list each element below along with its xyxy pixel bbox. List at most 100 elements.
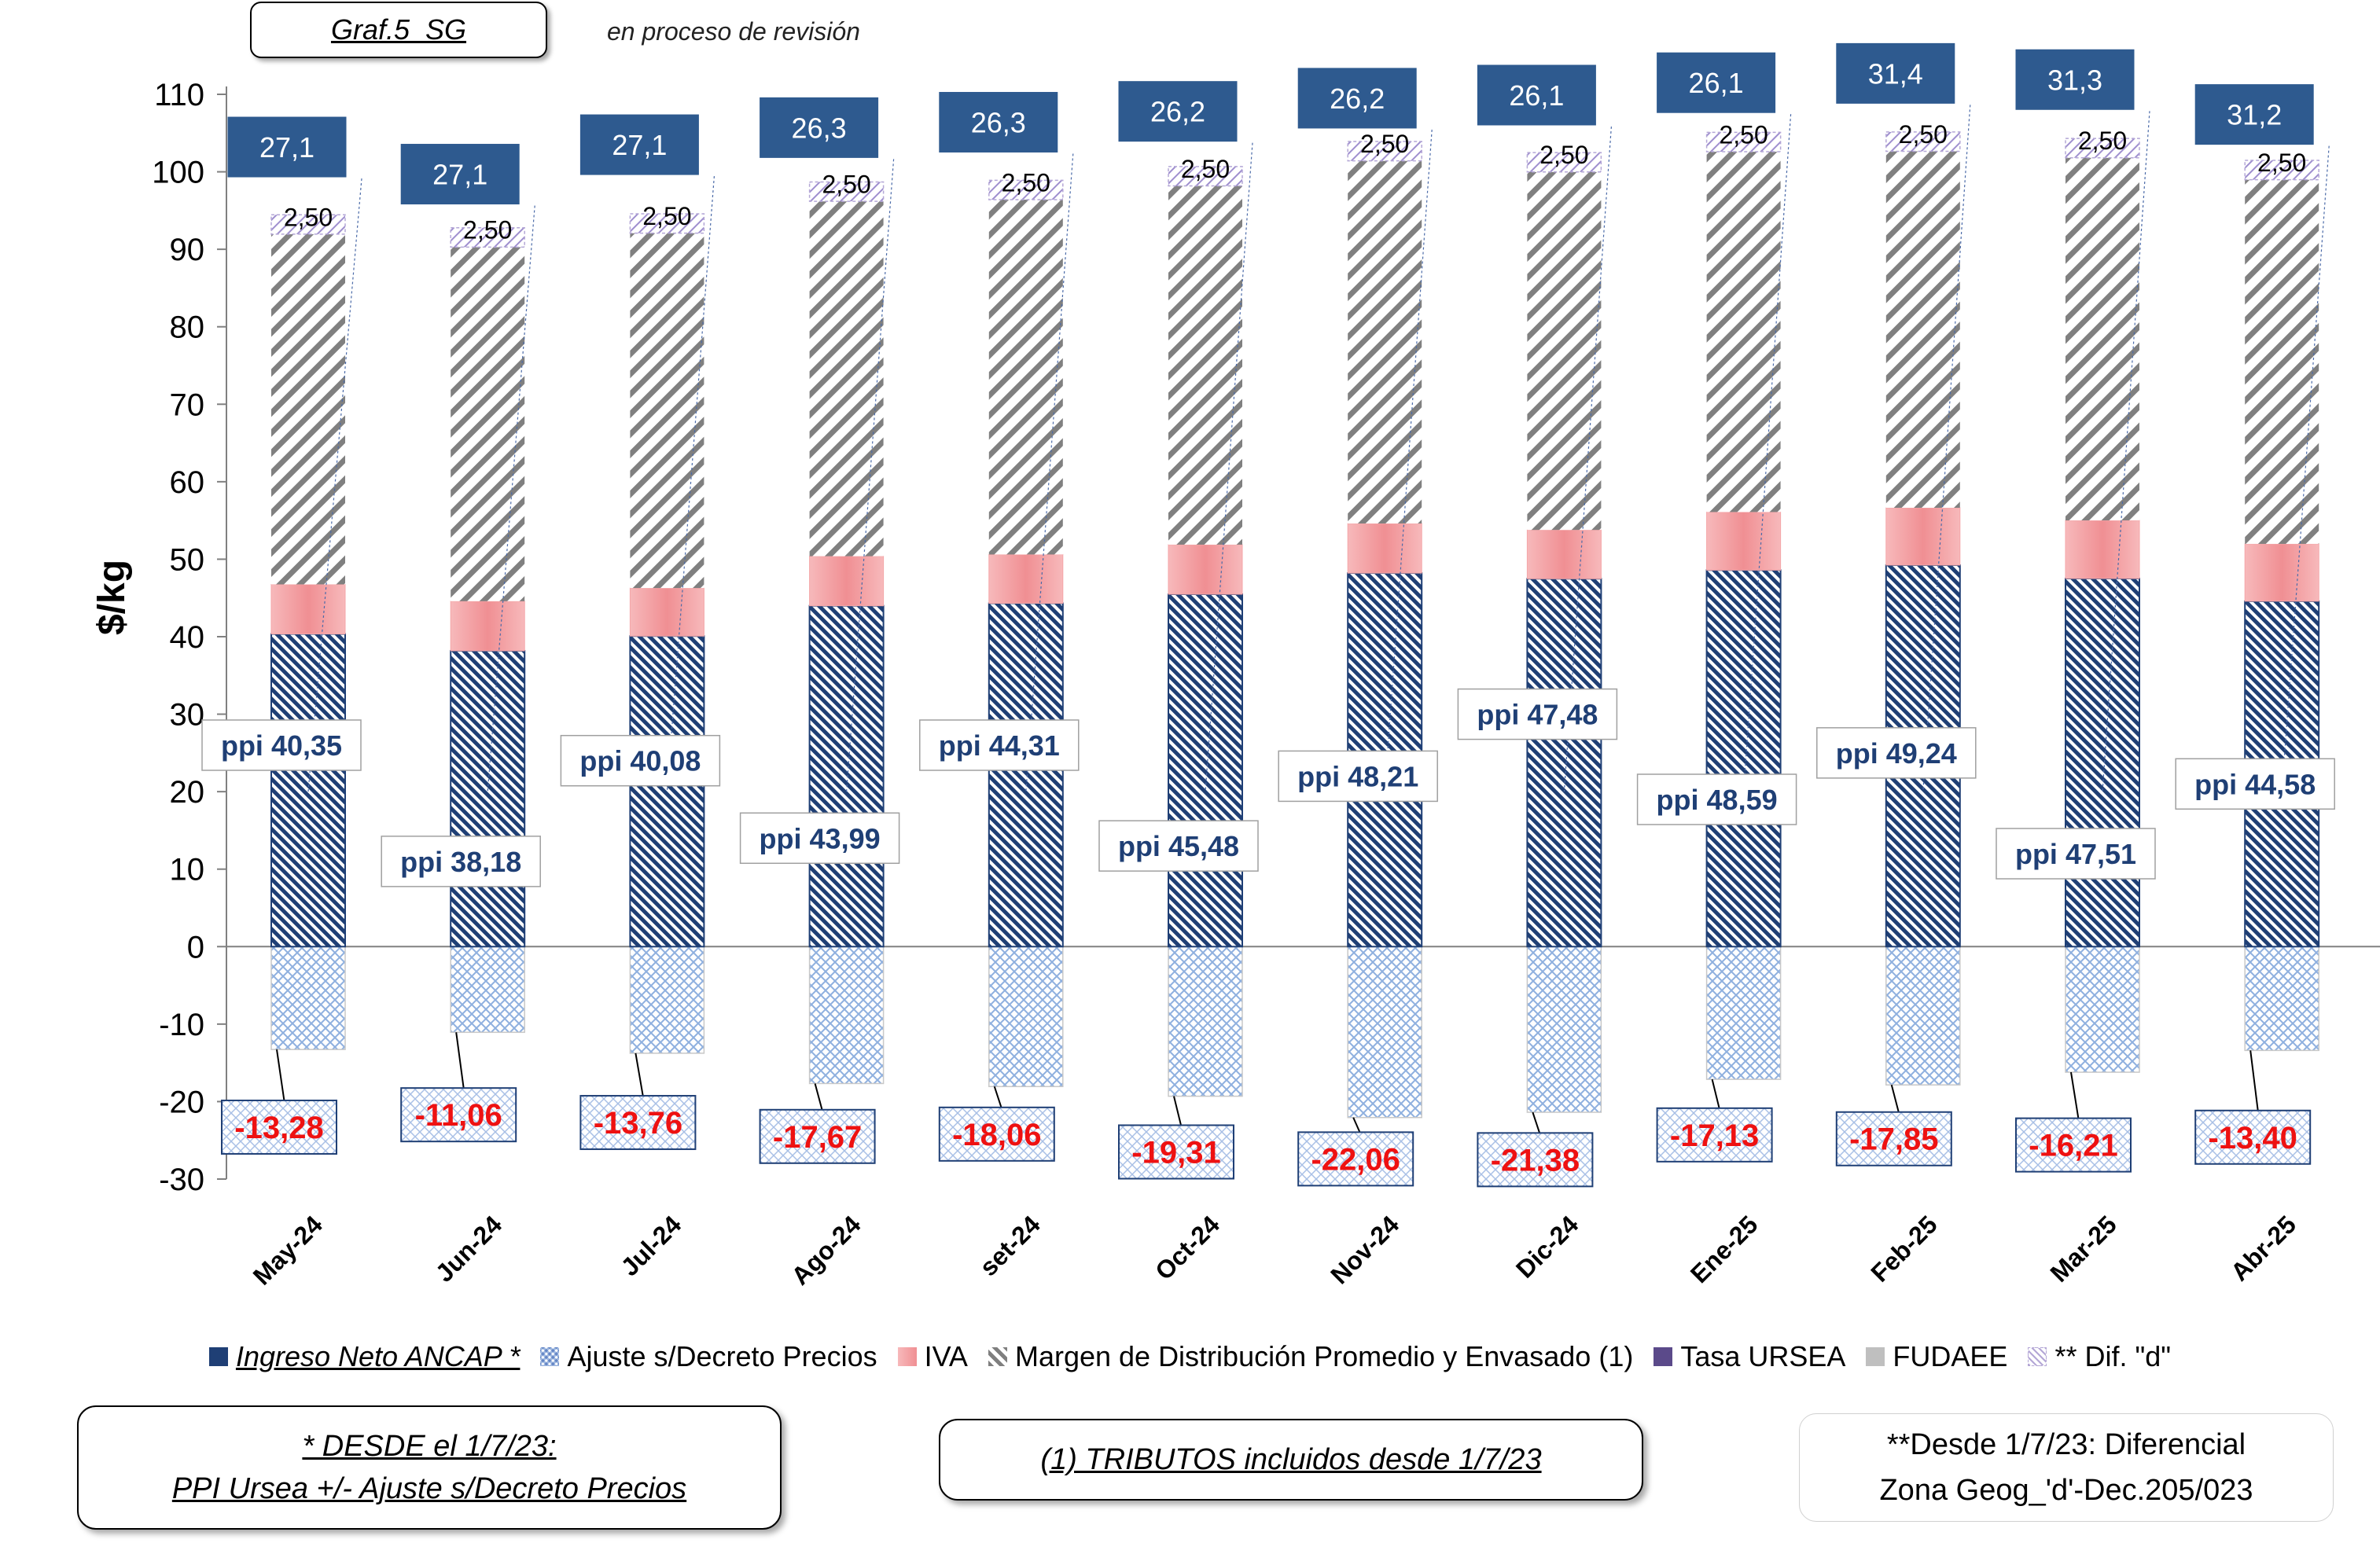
adjust-label: -13,76 [594, 1106, 682, 1141]
y-tick-label: 110 [154, 78, 204, 112]
legend-label: Tasa URSEA [1680, 1340, 1846, 1372]
adjust-label-box [759, 1108, 876, 1164]
adjust-label-leader [1711, 1078, 1721, 1112]
bar-iva [270, 583, 346, 635]
bar-margen [1168, 186, 1242, 545]
adjust-label-box [2015, 1117, 2132, 1173]
y-tick-label: 40 [170, 620, 205, 655]
ppi-label-box [1636, 773, 1797, 825]
legend-swatch [208, 1347, 228, 1366]
note-tributos: (1) TRIBUTOS incluidos desde 1/7/23 [939, 1419, 1643, 1501]
total-label-box [1297, 68, 1417, 129]
adjust-label: -17,13 [1670, 1119, 1759, 1153]
total-label: 26,2 [1330, 83, 1385, 115]
legend-item: FUDAEE [1866, 1340, 2007, 1373]
adjust-label-box [221, 1099, 337, 1155]
y-tick-label: 70 [170, 388, 205, 422]
dif-d-label: 2,50 [1899, 120, 1948, 149]
x-tick-label: Ene-25 [1685, 1210, 1764, 1288]
top-label-leader [487, 205, 535, 792]
x-tick-label: Mar-25 [2045, 1210, 2122, 1287]
total-label: 31,2 [2227, 99, 2282, 131]
ppi-label: ppi 44,31 [939, 729, 1060, 762]
legend-swatch [988, 1347, 1007, 1366]
note-desde-line1: * DESDE el 1/7/23: [302, 1430, 557, 1463]
adjust-label: -19,31 [1131, 1136, 1220, 1170]
dif-d-label: 2,50 [642, 202, 691, 230]
bar-ajuste [1347, 946, 1422, 1119]
adjust-label-box [1835, 1111, 1952, 1166]
note-desde: * DESDE el 1/7/23: PPI Ursea +/- Ajuste … [77, 1405, 782, 1530]
adjust-label: -13,40 [2208, 1121, 2297, 1155]
y-tick-label: -20 [159, 1085, 204, 1119]
total-label: 26,1 [1509, 79, 1564, 112]
legend-swatch [540, 1347, 560, 1366]
bar-ajuste [808, 946, 885, 1085]
note-tributos-text: (1) TRIBUTOS incluidos desde 1/7/23 [1040, 1443, 1542, 1476]
total-label-box [400, 144, 520, 205]
dif-d-label: 2,50 [1539, 141, 1588, 169]
bar-dif-d [1526, 152, 1602, 173]
ppi-label-box [739, 812, 900, 865]
note-diferencial-line2: Zona Geog_'d'-Dec.205/023 [1879, 1474, 2253, 1507]
bar-iva [629, 587, 704, 637]
ppi-label-box [1278, 750, 1438, 803]
adjust-label-leader [1173, 1096, 1183, 1129]
total-label-box [939, 91, 1058, 152]
total-label-box [760, 97, 879, 158]
ppi-label: ppi 38,18 [400, 846, 521, 878]
top-label-leader [2281, 145, 2330, 792]
chart-title: Graf.5_SG [330, 13, 467, 46]
ppi-label: ppi 44,58 [2194, 768, 2316, 800]
adjust-label-box [579, 1095, 697, 1151]
dif-d-label: 2,50 [1719, 120, 1768, 149]
legend-label: Margen de Distribución Promedio y Envasa… [1014, 1340, 1634, 1372]
ppi-label-box [201, 719, 362, 771]
note-desde-line2: PPI Ursea +/- Ajuste s/Decreto Precios [171, 1472, 687, 1505]
x-tick-label: Feb-25 [1865, 1210, 1942, 1287]
ppi-label-box [2175, 758, 2335, 810]
adjust-label-box [2194, 1109, 2312, 1165]
bar-dif-d [270, 214, 346, 235]
x-tick-label: Nov-24 [1325, 1210, 1404, 1289]
bar-ingreso-neto [1168, 593, 1243, 948]
bar-ingreso-neto [808, 604, 885, 948]
bar-margen [1706, 152, 1781, 512]
total-label: 31,4 [1868, 57, 1923, 90]
bar-ajuste [2065, 946, 2140, 1073]
y-tick-label: -30 [159, 1163, 204, 1197]
bar-iva [1168, 544, 1243, 595]
ppi-label: ppi 45,48 [1118, 830, 1239, 862]
adjust-label-leader [2070, 1071, 2080, 1122]
y-tick-label: 80 [170, 310, 205, 345]
top-label-leader [2102, 111, 2150, 792]
bar-iva [450, 601, 525, 652]
y-tick-label: 10 [170, 853, 205, 887]
bar-dif-d [1885, 131, 1961, 152]
adjust-label-box [1656, 1107, 1773, 1163]
bar-dif-d [1705, 131, 1782, 152]
bar-ajuste [629, 946, 705, 1054]
bar-iva [1526, 529, 1602, 579]
adjust-label-leader [814, 1083, 824, 1114]
ppi-label: ppi 40,35 [221, 729, 342, 762]
adjust-label: -13,28 [234, 1111, 323, 1145]
bar-ingreso-neto [1526, 578, 1602, 948]
dif-d-label: 2,50 [1181, 155, 1230, 183]
ppi-label: ppi 48,59 [1657, 784, 1778, 816]
legend-swatch [2028, 1347, 2047, 1366]
legend-swatch [897, 1347, 917, 1366]
legend-item: Ajuste s/Decreto Precios [540, 1340, 877, 1373]
total-label: 27,1 [432, 159, 487, 191]
legend: Ingreso Neto ANCAP * Ajuste s/Decreto Pre… [0, 1340, 2380, 1373]
x-tick-label: Ago-24 [785, 1210, 866, 1290]
top-label-leader [1922, 105, 1971, 792]
y-tick-label: 30 [170, 698, 205, 733]
adjust-label-box [1477, 1132, 1594, 1188]
bar-iva [988, 553, 1064, 604]
ppi-label: ppi 40,08 [579, 745, 701, 777]
x-tick-label: Jul-24 [615, 1210, 686, 1281]
total-label-box [1477, 64, 1596, 126]
adjust-label-leader [2249, 1050, 2260, 1114]
